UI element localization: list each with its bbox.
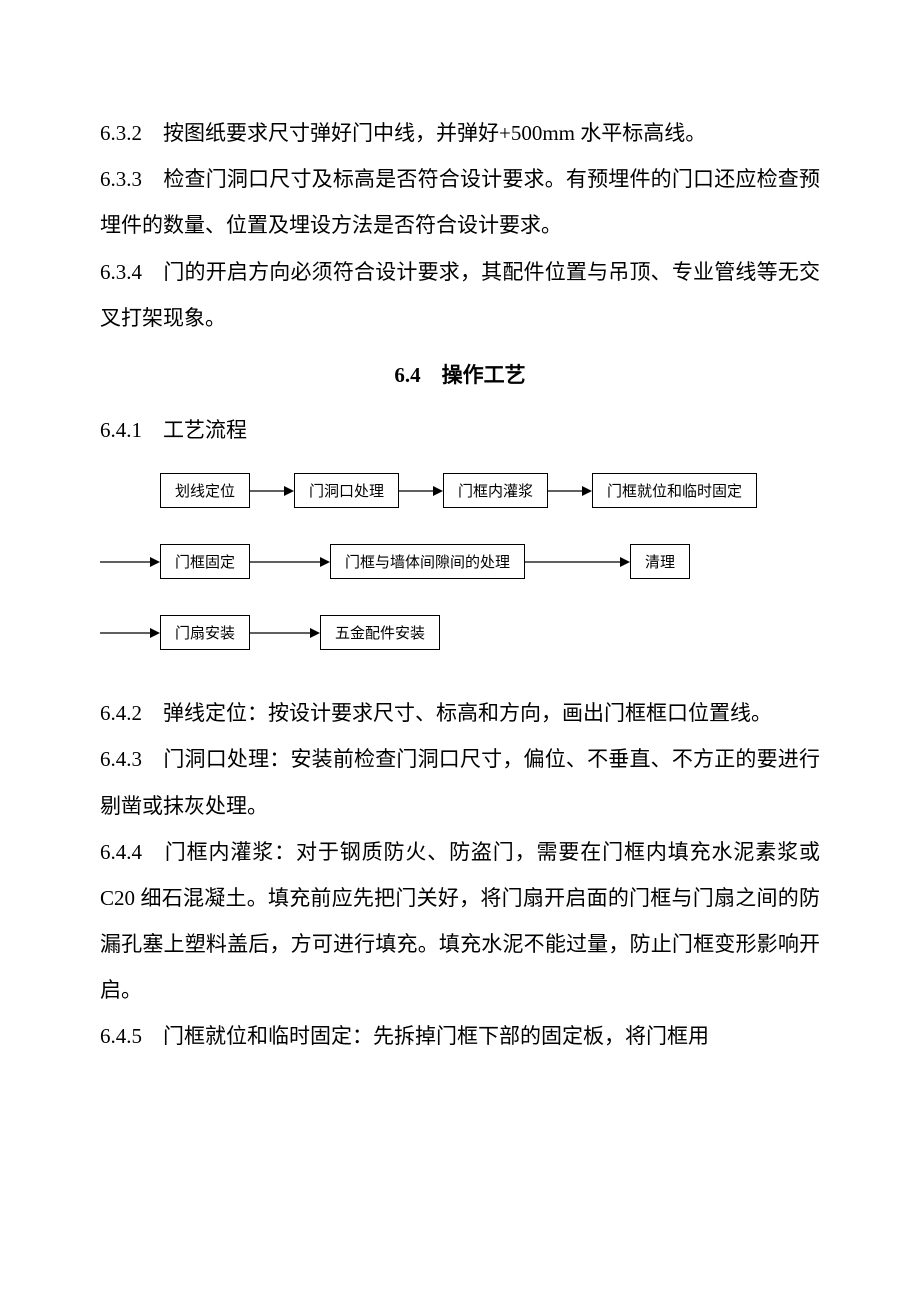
flow-row: 划线定位 门洞口处理 门框内灌浆 门框就位和临时固定 <box>100 473 820 508</box>
flow-box: 门扇安装 <box>160 615 250 650</box>
flow-arrow <box>548 484 592 498</box>
flow-arrow <box>250 626 320 640</box>
flow-row: 门框固定 门框与墙体间隙间的处理 清理 <box>100 544 820 579</box>
flow-box: 门框与墙体间隙间的处理 <box>330 544 525 579</box>
flow-box: 门框内灌浆 <box>443 473 548 508</box>
section-title-64: 6.4 操作工艺 <box>100 359 820 389</box>
process-flowchart: 划线定位 门洞口处理 门框内灌浆 门框就位和临时固定门框固定 门框与墙体间隙间的处理 清理… <box>100 473 820 650</box>
flow-box: 门框固定 <box>160 544 250 579</box>
flow-box: 划线定位 <box>160 473 250 508</box>
paragraph-632: 6.3.2 按图纸要求尺寸弹好门中线，并弹好+500mm 水平标高线。 <box>100 110 820 156</box>
paragraph-633: 6.3.3 检查门洞口尺寸及标高是否符合设计要求。有预埋件的门口还应检查预埋件的… <box>100 156 820 248</box>
paragraph-643: 6.4.3 门洞口处理：安装前检查门洞口尺寸，偏位、不垂直、不方正的要进行剔凿或… <box>100 736 820 828</box>
flow-arrow <box>100 555 160 569</box>
flow-box: 门洞口处理 <box>294 473 399 508</box>
paragraph-645: 6.4.5 门框就位和临时固定：先拆掉门框下部的固定板，将门框用 <box>100 1013 820 1059</box>
paragraph-644: 6.4.4 门框内灌浆：对于钢质防火、防盗门，需要在门框内填充水泥素浆或 C20… <box>100 829 820 1014</box>
flow-arrow <box>250 484 294 498</box>
flow-row: 门扇安装 五金配件安装 <box>100 615 820 650</box>
flow-arrow <box>250 555 330 569</box>
flow-arrow <box>399 484 443 498</box>
flow-box: 五金配件安装 <box>320 615 440 650</box>
flow-arrow <box>100 626 160 640</box>
paragraph-634: 6.3.4 门的开启方向必须符合设计要求，其配件位置与吊顶、专业管线等无交叉打架… <box>100 249 820 341</box>
flow-box: 门框就位和临时固定 <box>592 473 757 508</box>
paragraph-641: 6.4.1 工艺流程 <box>100 407 820 453</box>
flow-arrow <box>525 555 630 569</box>
paragraph-642: 6.4.2 弹线定位：按设计要求尺寸、标高和方向，画出门框框口位置线。 <box>100 690 820 736</box>
flow-box: 清理 <box>630 544 690 579</box>
